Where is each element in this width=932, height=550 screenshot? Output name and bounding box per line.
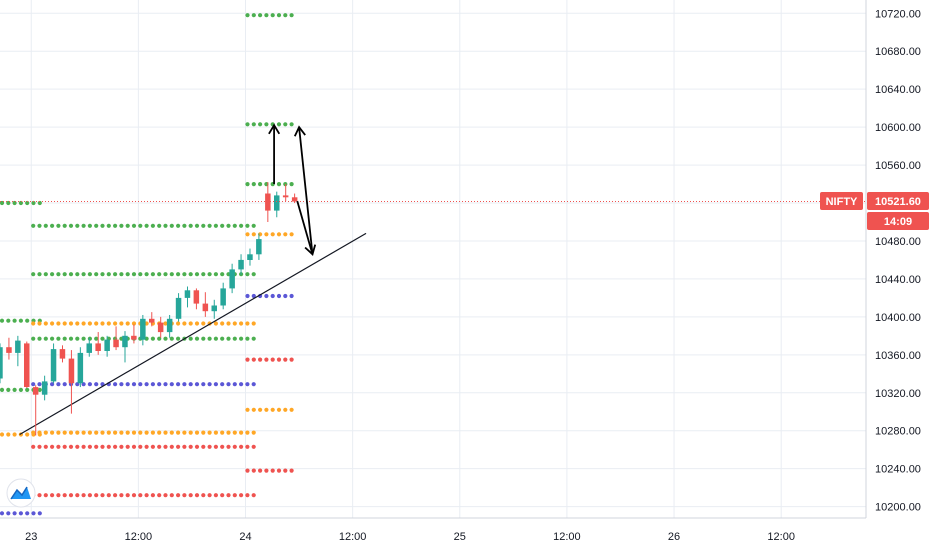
- candle: [32, 385, 39, 436]
- price-tick-label: 10720.00: [875, 8, 921, 20]
- pivot-level: [245, 122, 294, 127]
- candle: [166, 314, 173, 338]
- price-tick-label: 10240.00: [875, 464, 921, 476]
- candle: [211, 299, 217, 319]
- pivot-level: [31, 444, 256, 449]
- candle: [140, 314, 146, 346]
- pivot-level: [31, 272, 256, 277]
- price-tick-label: 10600.00: [875, 122, 921, 134]
- trendline-layer: [19, 232, 367, 436]
- candle: [256, 233, 262, 260]
- pivot-level: [245, 232, 294, 237]
- candle: [50, 343, 57, 384]
- pivot-level: [31, 321, 256, 326]
- pivot-level: [0, 387, 42, 392]
- time-tick-label: 12:00: [553, 531, 581, 543]
- chart-grid: [0, 0, 866, 518]
- price-scale[interactable]: [866, 0, 932, 518]
- candle: [157, 316, 164, 338]
- last-price-label: 10521.60: [875, 196, 921, 208]
- candle: [6, 337, 12, 360]
- candle: [282, 184, 289, 202]
- price-tick-label: 10400.00: [875, 312, 921, 324]
- pivot-level: [31, 382, 256, 387]
- time-scale[interactable]: [0, 518, 932, 550]
- pivot-level: [245, 407, 294, 412]
- countdown-tag: 14:09: [867, 212, 929, 230]
- price-tick-label: 10680.00: [875, 46, 921, 58]
- pivot-level: [245, 357, 294, 362]
- pivot-level: [31, 493, 256, 498]
- candle: [104, 335, 110, 357]
- candle: [220, 282, 226, 310]
- candle: [265, 182, 271, 222]
- symbol-tag: NIFTY: [820, 192, 863, 210]
- time-tick-label: 23: [25, 531, 37, 543]
- price-tick-label: 10440.00: [875, 274, 921, 286]
- time-tick-label: 25: [454, 531, 466, 543]
- candles: [0, 182, 298, 436]
- pivot-level: [0, 432, 42, 437]
- annotation-arrows: [268, 123, 317, 256]
- price-scale-ticks: 10720.00 10680.00 10640.00 10600.00 10560.00…: [875, 8, 921, 513]
- candle: [229, 263, 235, 294]
- candle: [15, 335, 21, 367]
- last-price-tag: 10521.60: [867, 192, 929, 210]
- time-tick-label: 12:00: [339, 531, 367, 543]
- candle: [68, 350, 75, 414]
- candle: [24, 341, 30, 389]
- annotation-arrow[interactable]: [268, 123, 281, 185]
- pivot-level: [0, 511, 42, 516]
- candle: [238, 254, 244, 276]
- pivot-level: [245, 468, 294, 473]
- price-tick-label: 10560.00: [875, 160, 921, 172]
- candle: [202, 292, 209, 317]
- support-trendline[interactable]: [19, 232, 367, 436]
- candle: [175, 293, 182, 322]
- price-tick-label: 10320.00: [875, 388, 921, 400]
- pivot-level: [0, 318, 42, 323]
- annotation-arrow[interactable]: [296, 200, 317, 256]
- candle: [184, 286, 191, 308]
- candle: [95, 332, 101, 355]
- pivot-level: [31, 430, 256, 435]
- time-tick-label: 24: [239, 531, 251, 543]
- candle: [274, 191, 280, 218]
- pivot-level: [245, 13, 294, 18]
- countdown-label: 14:09: [884, 216, 912, 228]
- price-tick-label: 10480.00: [875, 236, 921, 248]
- time-tick-label: 26: [668, 531, 680, 543]
- price-tick-label: 10360.00: [875, 350, 921, 362]
- candle: [193, 288, 200, 310]
- annotation-arrow[interactable]: [293, 125, 314, 255]
- candle: [0, 343, 3, 384]
- time-scale-ticks: 23 12:00 24 12:00 25 12:00 26 12:00: [25, 531, 795, 543]
- pivot-level: [31, 223, 256, 228]
- candle: [131, 324, 137, 344]
- symbol-label: NIFTY: [826, 196, 858, 208]
- candle: [149, 312, 155, 327]
- candle: [41, 375, 48, 401]
- time-tick-label: 12:00: [767, 531, 795, 543]
- candle: [59, 345, 66, 363]
- time-tick-label: 12:00: [125, 531, 153, 543]
- pivot-level: [245, 182, 294, 187]
- price-tick-label: 10200.00: [875, 502, 921, 514]
- candle: [77, 347, 84, 388]
- pivot-level: [245, 293, 294, 299]
- candle: [86, 337, 92, 357]
- price-tick-label: 10280.00: [875, 426, 921, 438]
- candle: [113, 326, 119, 351]
- candle: [122, 331, 128, 363]
- candle: [247, 248, 253, 266]
- tradingview-logo-icon[interactable]: [6, 478, 36, 508]
- price-tick-label: 10640.00: [875, 84, 921, 96]
